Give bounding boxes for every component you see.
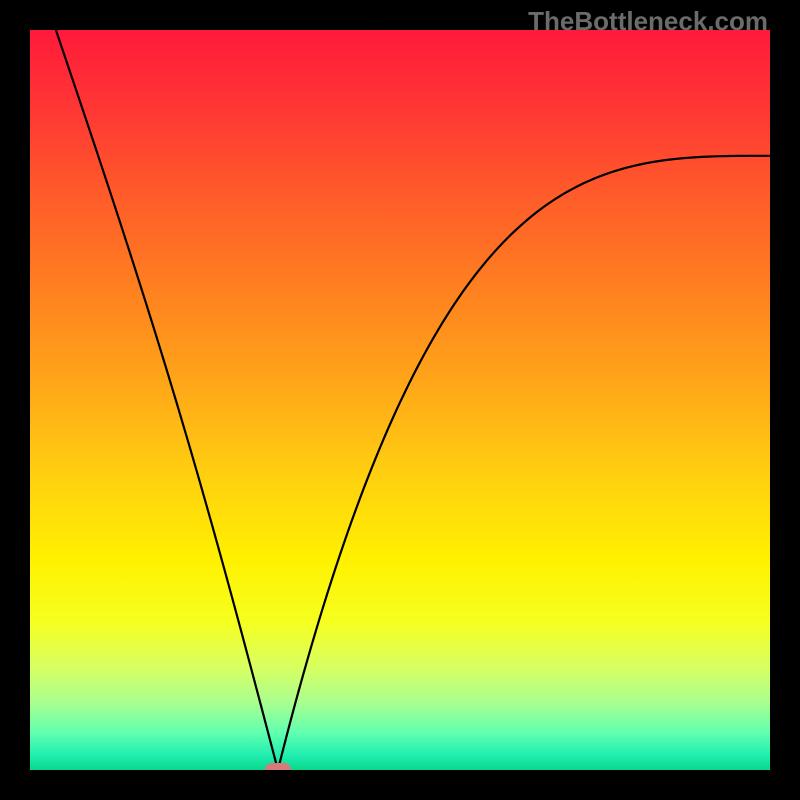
- watermark-text: TheBottleneck.com: [528, 6, 768, 37]
- frame-left: [0, 0, 30, 800]
- chart-container: TheBottleneck.com: [0, 0, 800, 800]
- frame-bottom: [0, 770, 800, 800]
- curve-svg: [30, 30, 770, 770]
- v-curve-line: [56, 30, 770, 770]
- minimum-marker: [265, 763, 291, 770]
- frame-right: [770, 0, 800, 800]
- plot-area: [30, 30, 770, 770]
